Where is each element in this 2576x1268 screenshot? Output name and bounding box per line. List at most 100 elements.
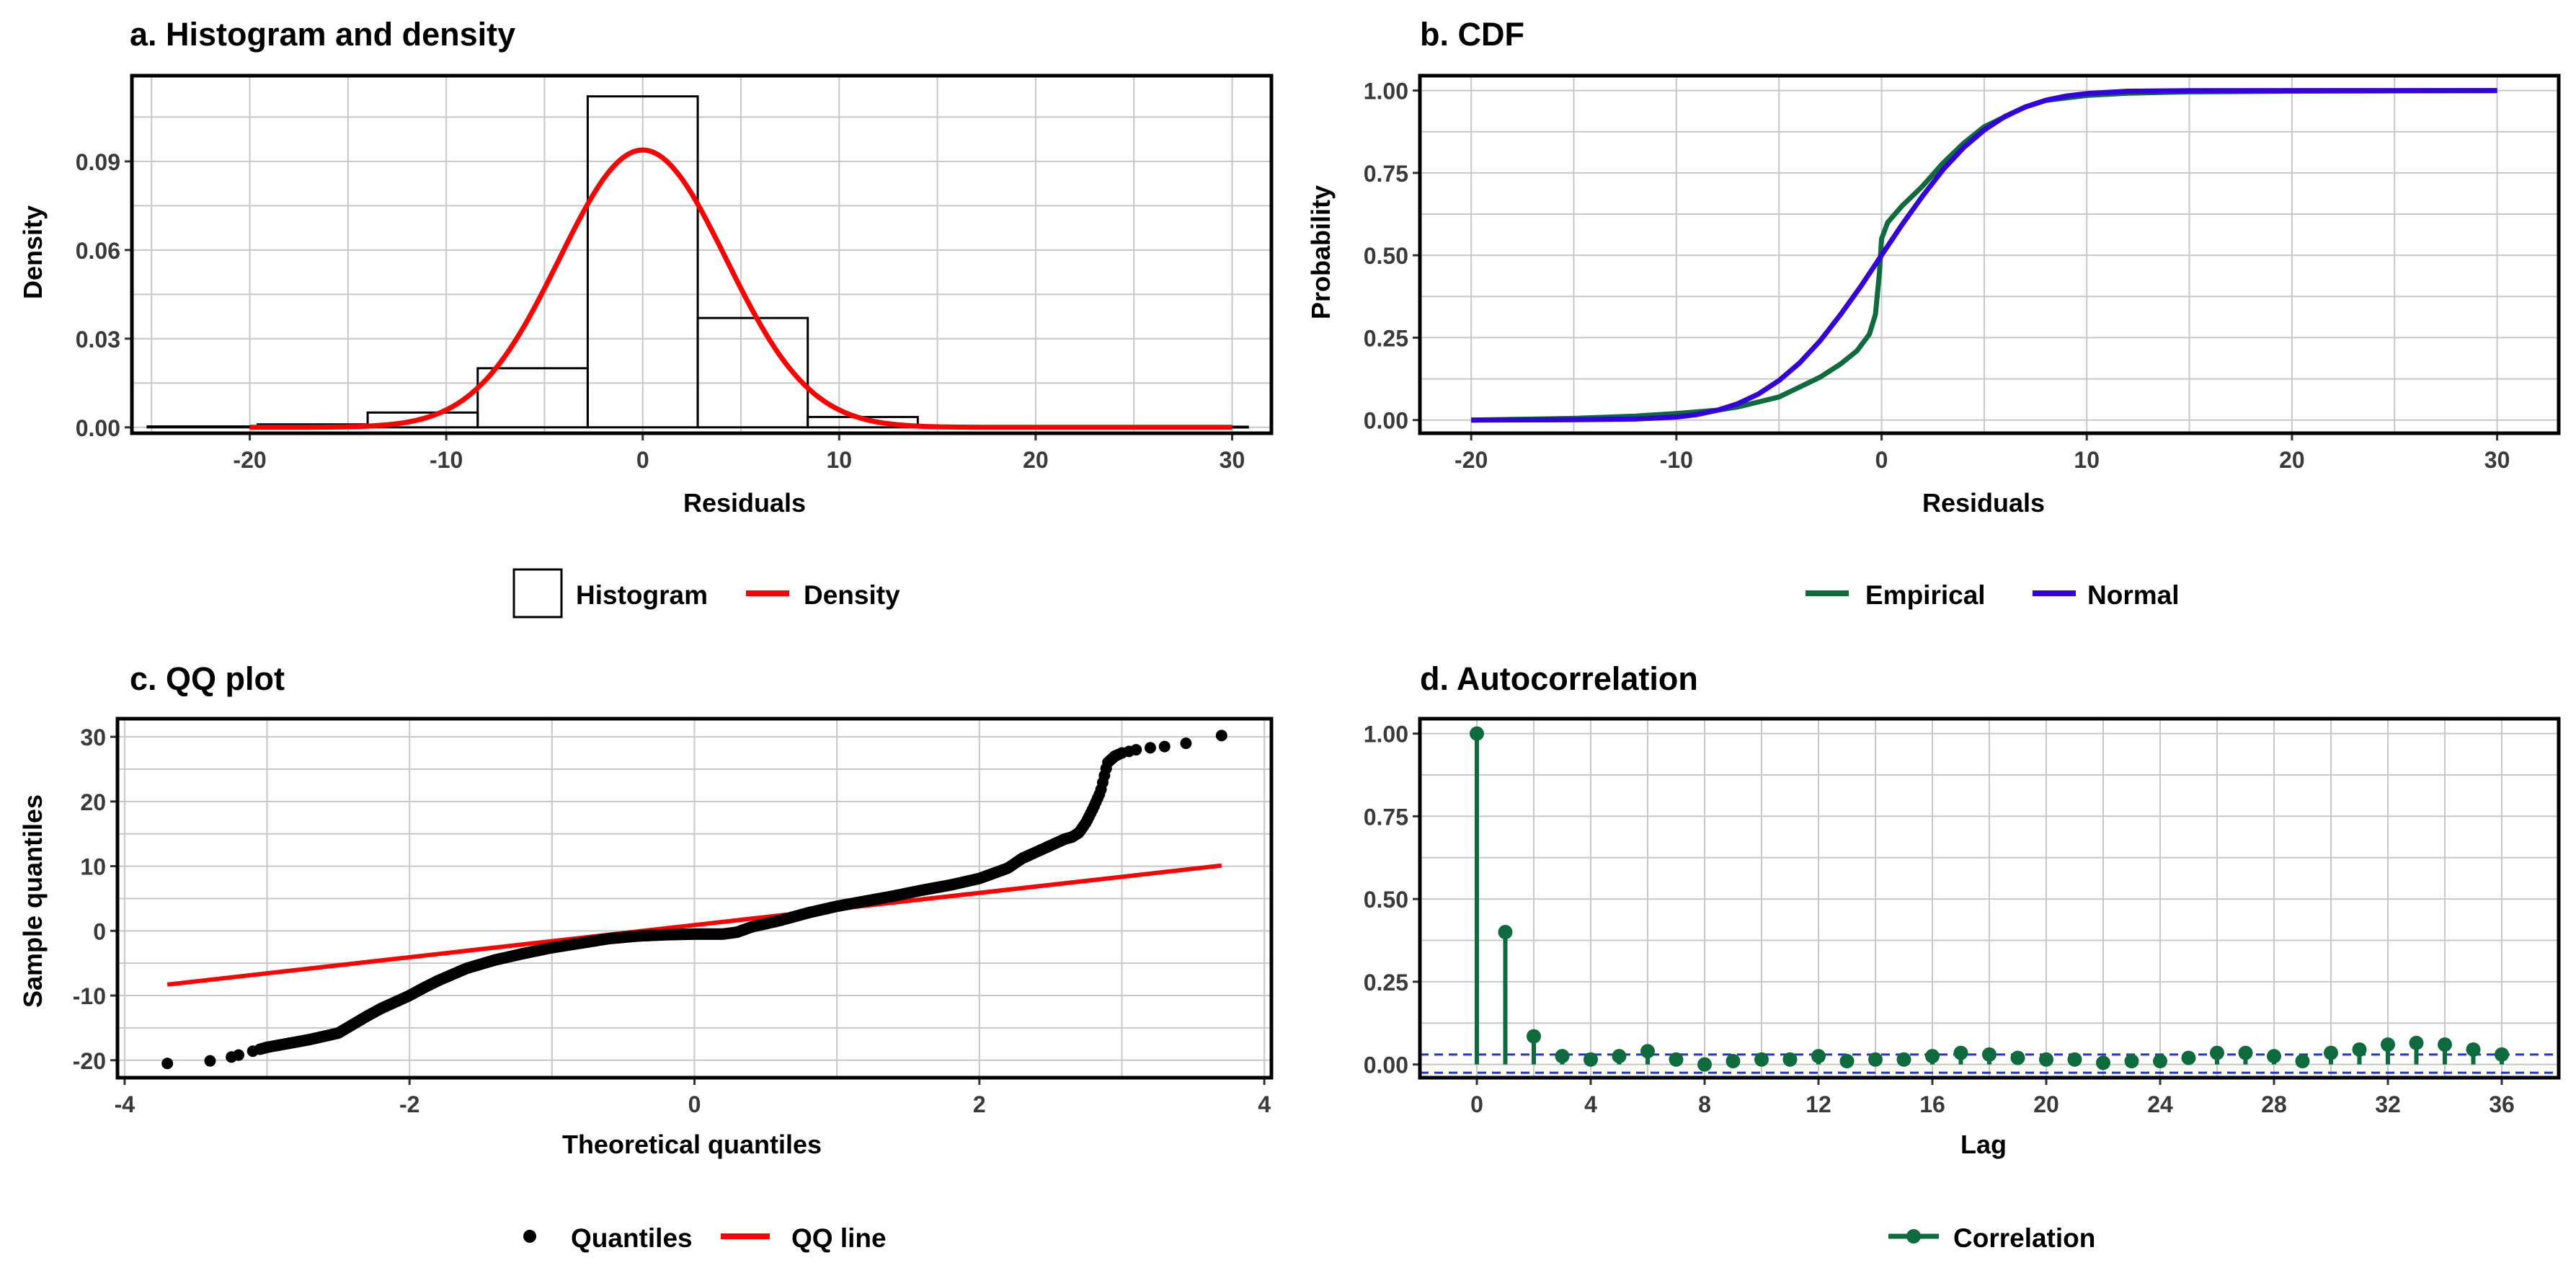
c-grid — [117, 719, 1271, 1078]
legend-correlation-label: Correlation — [1953, 1223, 2095, 1253]
qq-point — [1180, 737, 1192, 750]
c-ytick-label: 30 — [80, 724, 106, 750]
b-ytick-label: 0.00 — [1364, 408, 1408, 434]
qq-point — [1158, 740, 1171, 753]
acf-point — [1470, 726, 1484, 741]
acf-point — [2039, 1052, 2053, 1067]
legend-quantiles-key — [523, 1230, 536, 1243]
b-xtick-label: -20 — [1454, 447, 1488, 473]
c-ytick-label: 10 — [80, 854, 106, 880]
c-ytick-label: 20 — [80, 789, 106, 815]
d-xtick-label: 16 — [1919, 1091, 1945, 1117]
acf-point — [2124, 1054, 2139, 1069]
d-grid — [1419, 719, 2559, 1078]
density-curve — [249, 147, 1233, 430]
panel-b-xlabel: Residuals — [1922, 488, 2045, 518]
acf-point — [1896, 1052, 1911, 1067]
panel-a-xlabel: Residuals — [683, 488, 806, 518]
b-xtick-label: 30 — [2484, 447, 2510, 473]
c-xtick-label: 0 — [688, 1091, 701, 1117]
acf-point — [2238, 1045, 2253, 1060]
d-xtick-label: 28 — [2261, 1091, 2287, 1117]
a-ytick-label: 0.03 — [76, 327, 120, 353]
panel-b-legend: Empirical Normal — [1806, 580, 2179, 610]
legend-quantiles-label: Quantiles — [571, 1223, 693, 1253]
acf-point — [2096, 1055, 2110, 1070]
panel-a-ylabel: Density — [18, 205, 48, 299]
c-ytick-label: 0 — [93, 918, 106, 944]
qq-point — [1144, 742, 1156, 754]
a-xtick-label: -20 — [233, 447, 266, 473]
acf-point — [1754, 1052, 1769, 1067]
acf-point — [1811, 1049, 1826, 1064]
qq-point — [204, 1055, 216, 1067]
a-bars — [146, 95, 1249, 429]
acf-point — [1697, 1057, 1712, 1072]
a-ytick-label: 0.00 — [76, 415, 120, 441]
qq-line — [166, 863, 1222, 987]
d-ytick-label: 0.75 — [1364, 804, 1408, 830]
acf-point — [1555, 1049, 1570, 1064]
acf-point — [1612, 1049, 1627, 1064]
panel-b-title: b. CDF — [1420, 16, 1524, 53]
acf-point — [1640, 1044, 1655, 1059]
panel-histogram-density: a. Histogram and density -20 -10 0 10 20 30 0.… — [18, 16, 1274, 619]
legend-density-label: Density — [804, 580, 900, 610]
acf-point — [1953, 1045, 1968, 1060]
acf-point — [2010, 1050, 2025, 1065]
acf-point — [2295, 1054, 2310, 1069]
panel-c-legend: Quantiles QQ line — [523, 1223, 887, 1253]
b-ytick-label: 0.50 — [1364, 243, 1408, 269]
legend-empirical-label: Empirical — [1865, 580, 1986, 610]
cdf-normal-line — [1471, 88, 2497, 423]
acf-point — [1584, 1052, 1598, 1067]
acf-point — [1839, 1054, 1855, 1069]
qq-point — [161, 1058, 174, 1070]
acf-point — [2267, 1049, 2281, 1064]
c-xtick-label: -4 — [115, 1091, 136, 1117]
acf-point — [2409, 1035, 2424, 1050]
b-ytick-label: 1.00 — [1364, 79, 1408, 105]
panel-d-title: d. Autocorrelation — [1420, 660, 1698, 697]
panel-c-xlabel: Theoretical quantiles — [562, 1130, 822, 1159]
b-ytick-label: 0.75 — [1364, 161, 1408, 187]
a-xtick-label: 30 — [1220, 447, 1245, 473]
d-xtick-label: 20 — [2033, 1091, 2059, 1117]
acf-point — [1868, 1052, 1883, 1067]
legend-histogram-key — [512, 568, 563, 619]
a-ytick-label: 0.06 — [76, 238, 120, 264]
b-border — [1418, 74, 2561, 435]
d-ytick-label: 0.00 — [1364, 1052, 1408, 1078]
d-ytick-label: 1.00 — [1364, 722, 1408, 748]
d-xtick-label: 24 — [2147, 1091, 2173, 1117]
qq-point — [1112, 748, 1124, 761]
a-ytick-label: 0.09 — [76, 149, 120, 175]
d-xtick-label: 0 — [1470, 1091, 1483, 1117]
panel-c-title: c. QQ plot — [130, 660, 285, 697]
legend-histogram-label: Histogram — [576, 580, 708, 610]
acf-point — [1782, 1052, 1798, 1067]
c-xtick-label: 4 — [1258, 1091, 1271, 1117]
d-border — [1418, 717, 2561, 1080]
panel-b-plot: -20 -10 0 10 20 30 0.00 0.25 0.50 0.75 1.00 — [1364, 74, 2561, 473]
panel-a-legend: Histogram Density — [512, 568, 900, 619]
acf-point — [1498, 925, 1513, 940]
panel-autocorrelation: d. Autocorrelation 0 4 8 12 16 20 24 28 32 36 0.00… — [1364, 660, 2561, 1253]
c-xtick-label: 2 — [973, 1091, 986, 1117]
acf-point — [1527, 1029, 1541, 1044]
c-ytick-label: -20 — [73, 1048, 106, 1074]
qq-point — [1130, 744, 1142, 756]
panel-cdf: b. CDF -20 -10 0 10 20 30 0.00 0.25 0.50 0.75 1.00… — [1306, 16, 2561, 610]
c-border — [115, 717, 1274, 1080]
legend-qqline-label: QQ line — [791, 1223, 887, 1253]
panel-a-title: a. Histogram and density — [130, 16, 515, 53]
histogram-bar — [586, 95, 699, 429]
acf-point — [2181, 1050, 2196, 1065]
d-xtick-label: 8 — [1698, 1091, 1711, 1117]
c-xtick-label: -2 — [399, 1091, 419, 1117]
acf-point — [1925, 1049, 1940, 1064]
panel-a-plot: -20 -10 0 10 20 30 0.00 0.03 0.06 0.09 — [76, 74, 1274, 473]
